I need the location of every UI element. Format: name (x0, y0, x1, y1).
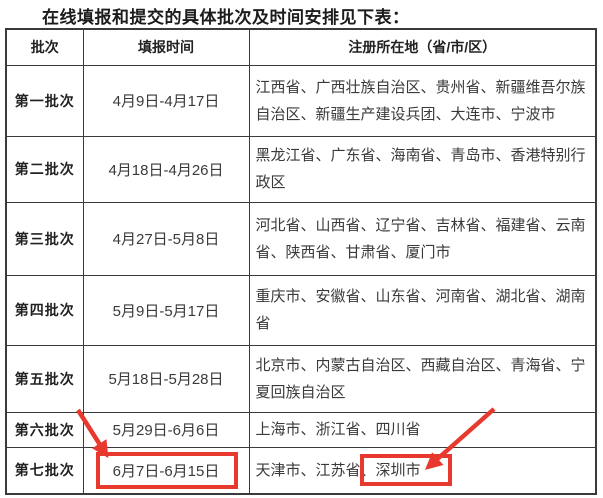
table-row: 第二批次 4月18日-4月26日 黑龙江省、广东省、海南省、青岛市、香港特别行政区 (5, 135, 597, 203)
batch-cell: 第一批次 (5, 64, 84, 137)
batch-table-body: 第一批次 4月9日-4月17日 江西省、广西壮族自治区、贵州省、新疆维吾尔族自治区、… (5, 64, 597, 495)
period-cell: 4月18日-4月26日 (82, 135, 250, 203)
regions-cell: 天津市、江苏省、深圳市 (248, 446, 597, 495)
table-row: 第七批次 6月7日-6月15日 天津市、江苏省、深圳市 (5, 446, 597, 495)
period-cell: 6月7日-6月15日 (82, 446, 250, 495)
header-period: 填报时间 (82, 28, 250, 66)
table-header-row: 批次 填报时间 注册所在地（省/市/区） (5, 28, 597, 66)
regions-cell: 北京市、内蒙古自治区、西藏自治区、青海省、宁夏回族自治区 (248, 344, 597, 413)
regions-cell: 上海市、浙江省、四川省 (248, 411, 597, 448)
period-cell: 5月29日-6月6日 (82, 411, 250, 448)
batch-cell: 第四批次 (5, 274, 84, 346)
regions-cell: 黑龙江省、广东省、海南省、青岛市、香港特别行政区 (248, 135, 597, 203)
table-row: 第四批次 5月9日-5月17日 重庆市、安徽省、山东省、河南省、湖北省、湖南省 (5, 274, 597, 346)
batch-cell: 第六批次 (5, 411, 84, 448)
table-row: 第一批次 4月9日-4月17日 江西省、广西壮族自治区、贵州省、新疆维吾尔族自治区、… (5, 64, 597, 137)
period-cell: 4月9日-4月17日 (82, 64, 250, 137)
table-row: 第三批次 4月27日-5月8日 河北省、山西省、辽宁省、吉林省、福建省、云南省、陕西… (5, 201, 597, 276)
batch-cell: 第二批次 (5, 135, 84, 203)
period-cell: 5月9日-5月17日 (82, 274, 250, 346)
regions-cell: 重庆市、安徽省、山东省、河南省、湖北省、湖南省 (248, 274, 597, 346)
table-row: 第六批次 5月29日-6月6日 上海市、浙江省、四川省 (5, 411, 597, 448)
header-regions: 注册所在地（省/市/区） (248, 28, 597, 66)
period-cell: 4月27日-5月8日 (82, 201, 250, 276)
batch-schedule-table: 批次 填报时间 注册所在地（省/市/区） 第一批次 4月9日-4月17日 江西省、广… (5, 28, 597, 495)
regions-cell: 河北省、山西省、辽宁省、吉林省、福建省、云南省、陕西省、甘肃省、厦门市 (248, 201, 597, 276)
period-cell: 5月18日-5月28日 (82, 344, 250, 413)
batch-cell: 第三批次 (5, 201, 84, 276)
batch-cell: 第七批次 (5, 446, 84, 495)
page-title: 在线填报和提交的具体批次及时间安排见下表： (42, 8, 410, 27)
regions-cell: 江西省、广西壮族自治区、贵州省、新疆维吾尔族自治区、新疆生产建设兵团、大连市、宁… (248, 64, 597, 137)
header-batch: 批次 (5, 28, 84, 66)
batch-cell: 第五批次 (5, 344, 84, 413)
table-row: 第五批次 5月18日-5月28日 北京市、内蒙古自治区、西藏自治区、青海省、宁夏回族… (5, 344, 597, 413)
